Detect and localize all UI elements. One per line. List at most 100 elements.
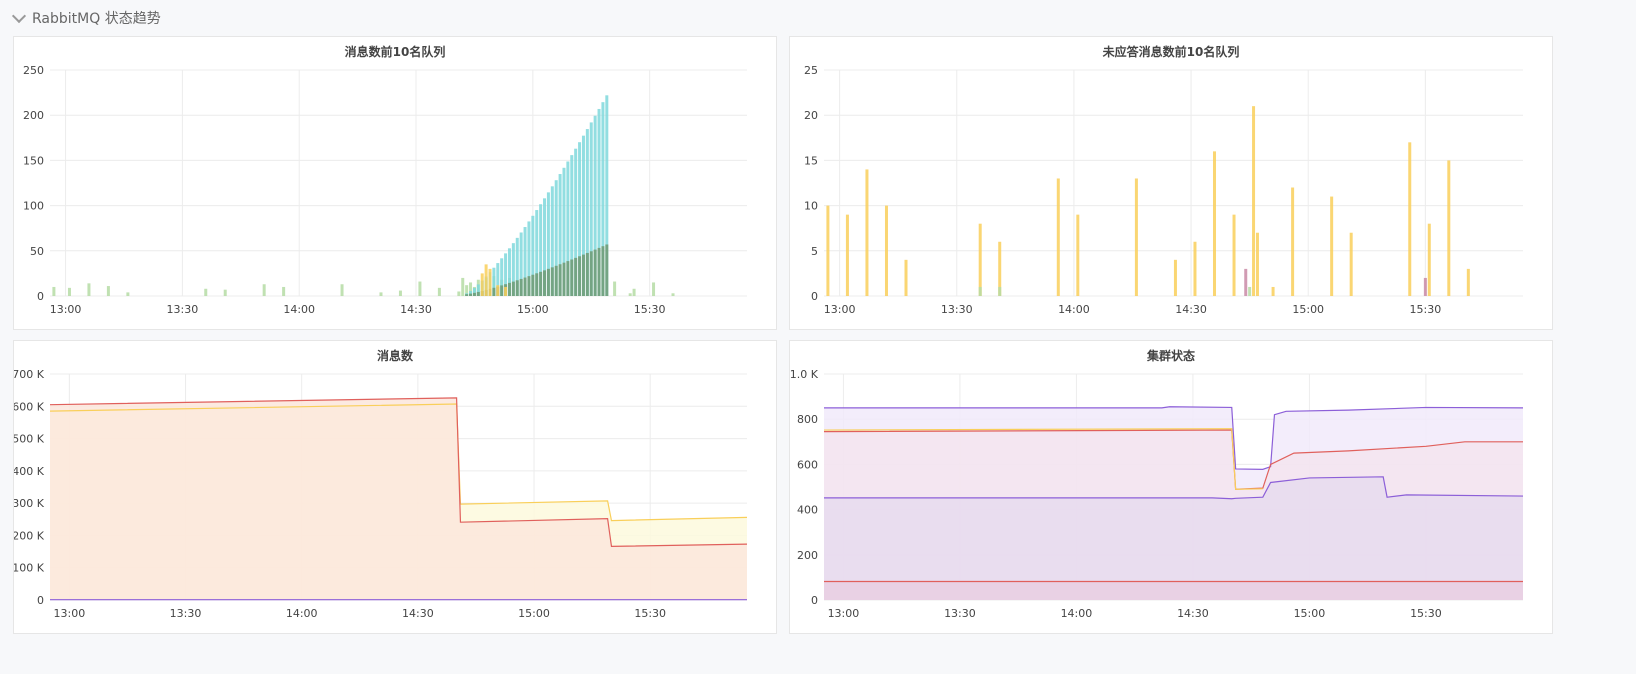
bar <box>998 241 1002 296</box>
bar <box>597 108 601 296</box>
bar <box>1134 178 1138 296</box>
x-tick-label: 15:30 <box>1410 607 1442 620</box>
y-tick-label: 150 <box>23 154 44 167</box>
bar <box>574 257 578 296</box>
bar <box>904 259 908 296</box>
x-tick-label: 15:00 <box>1294 607 1326 620</box>
bar <box>465 285 469 296</box>
bar <box>204 288 208 296</box>
series-line <box>49 397 748 548</box>
bar <box>1173 259 1177 296</box>
bar <box>535 273 539 296</box>
bar <box>978 286 982 296</box>
bar <box>558 264 562 296</box>
bar <box>519 278 523 296</box>
y-tick-label: 25 <box>804 64 818 77</box>
y-tick-label: 200 <box>797 549 818 562</box>
bar <box>504 253 508 296</box>
y-tick-label: 700 K <box>14 368 45 381</box>
bar <box>585 252 589 296</box>
panel-title[interactable]: 未应答消息数前10名队列 <box>1102 45 1240 59</box>
x-tick-label: 15:00 <box>1292 303 1324 316</box>
bar <box>492 267 496 296</box>
chart-cluster-status: 0 200 400 600 800 1.0 K 13:00 13:30 14:00 14:30 15… <box>790 368 1524 620</box>
bar <box>546 268 550 296</box>
y-tick-label: 600 <box>797 458 818 471</box>
bar <box>515 237 519 296</box>
bar <box>566 161 570 296</box>
y-tick-label: 800 <box>797 413 818 426</box>
y-tick-label: 0 <box>811 290 818 303</box>
bar <box>527 221 531 296</box>
y-tick-label: 100 <box>23 200 44 213</box>
bar <box>476 291 480 296</box>
bar <box>480 273 484 296</box>
x-tick-label: 15:00 <box>517 303 549 316</box>
panel-title[interactable]: 消息数前10名队列 <box>344 45 446 59</box>
x-tick-label: 13:00 <box>54 607 86 620</box>
x-tick-label: 14:00 <box>286 607 318 620</box>
y-tick-label: 500 K <box>14 433 45 446</box>
x-tick-label: 13:00 <box>824 303 856 316</box>
bar <box>223 289 227 296</box>
bar <box>282 286 286 296</box>
bar <box>593 249 597 296</box>
panel-title[interactable]: 集群状态 <box>1146 349 1195 363</box>
bar <box>550 267 554 296</box>
bar <box>1193 241 1197 296</box>
bar <box>67 287 71 296</box>
row-header[interactable]: RabbitMQ 状态趋势 <box>11 8 161 28</box>
bar <box>581 254 585 296</box>
y-tick-label: 10 <box>804 200 818 213</box>
bar <box>978 223 982 296</box>
chart-unacked-queues: 0 5 10 15 20 25 13:00 13:30 14:00 14:30 15:00 15:30 <box>804 64 1523 316</box>
bar <box>562 167 566 296</box>
y-tick-label: 600 K <box>14 400 45 413</box>
bar <box>543 270 547 296</box>
bar <box>1423 277 1427 296</box>
panel-title[interactable]: 消息数 <box>376 349 413 363</box>
x-tick-label: 13:30 <box>167 303 199 316</box>
bar <box>527 276 531 296</box>
bar <box>570 155 574 296</box>
bar <box>581 135 585 296</box>
bar <box>504 286 508 296</box>
series-line <box>824 406 1524 470</box>
bar <box>507 248 511 296</box>
x-tick-label: 15:30 <box>634 303 666 316</box>
bar <box>566 261 570 296</box>
bar <box>484 264 488 296</box>
bar <box>106 286 110 296</box>
bar <box>601 246 605 296</box>
bar <box>845 214 849 296</box>
bar <box>340 284 344 296</box>
bar <box>550 186 554 296</box>
bar <box>543 198 547 296</box>
bar <box>531 215 535 296</box>
panel-unacked-queues: 未应答消息数前10名队列 0 5 10 15 20 25 13:00 13:30 14:00 14… <box>789 36 1553 330</box>
bar <box>519 232 523 296</box>
x-tick-label: 15:30 <box>1410 303 1442 316</box>
panel-message-count: 消息数 0 100 K 200 K 300 K 400 K 500 K 600 K 700 K… <box>13 340 777 634</box>
bar <box>379 292 383 296</box>
bar <box>554 180 558 296</box>
bar <box>546 192 550 296</box>
bar <box>1076 214 1080 296</box>
x-tick-label: 13:00 <box>828 607 860 620</box>
bar <box>465 294 469 296</box>
y-tick-label: 400 K <box>14 465 45 478</box>
bar <box>574 148 578 296</box>
bar <box>589 122 593 296</box>
bar <box>652 282 656 296</box>
chevron-down-icon[interactable] <box>11 8 27 23</box>
bar <box>507 282 511 296</box>
bar <box>1244 268 1248 296</box>
x-tick-label: 14:30 <box>1175 303 1207 316</box>
bar <box>469 282 473 296</box>
y-tick-label: 15 <box>804 154 818 167</box>
x-tick-label: 14:30 <box>400 303 432 316</box>
y-tick-label: 0 <box>37 594 44 607</box>
bar <box>535 210 539 296</box>
bar <box>461 277 465 296</box>
series-area <box>824 581 1523 600</box>
